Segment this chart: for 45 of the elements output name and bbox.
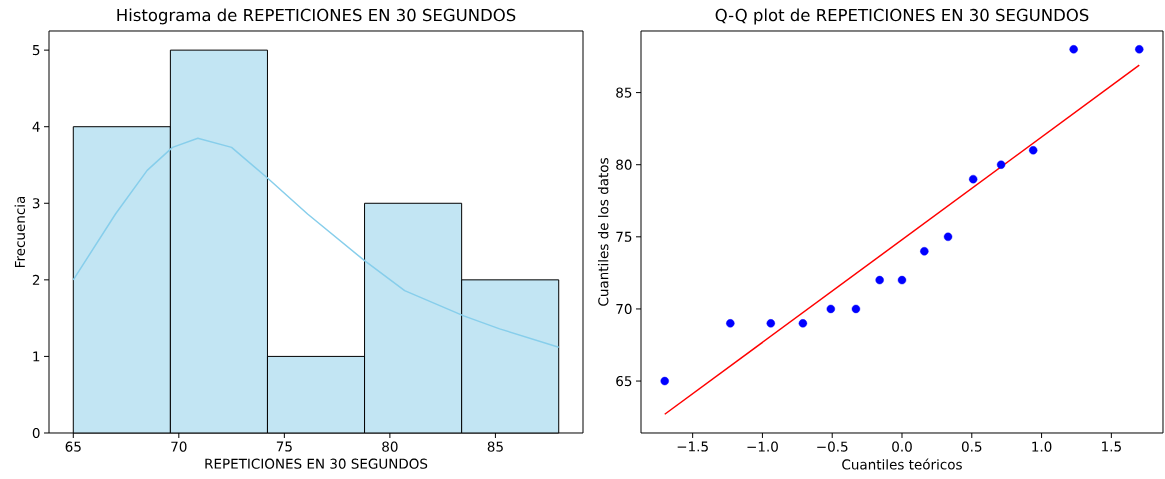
y-tick-label: 75 bbox=[616, 231, 632, 242]
y-tick-label: 5 bbox=[32, 45, 40, 56]
x-tick-label: 1.5 bbox=[1102, 441, 1121, 452]
point bbox=[826, 304, 836, 314]
point bbox=[1135, 45, 1144, 54]
y-axis-title: Cuantiles de los datos bbox=[597, 158, 609, 306]
chart-title: Q-Q plot de REPETICIONES EN 30 SEGUNDOS bbox=[715, 8, 1089, 25]
y-tick-label: 1 bbox=[33, 351, 40, 362]
point bbox=[897, 275, 907, 285]
point bbox=[766, 319, 776, 328]
x-tick-label: 0.0 bbox=[892, 441, 912, 452]
y-tick-label: 0 bbox=[32, 427, 40, 439]
x-tick-label: −1.5 bbox=[677, 441, 708, 452]
y-axis-title: Frecuencia bbox=[14, 196, 26, 267]
point bbox=[943, 232, 953, 242]
x-tick-label: 0.5 bbox=[961, 441, 982, 452]
point bbox=[1069, 45, 1078, 54]
chart-title: Histograma de REPETICIONES EN 30 SEGUNDOS bbox=[117, 8, 516, 25]
point bbox=[798, 319, 808, 328]
x-tick-label: 80 bbox=[382, 441, 398, 452]
y-tick-label: 2 bbox=[32, 274, 40, 285]
x-axis-title: REPETICIONES EN 30 SEGUNDOS bbox=[205, 458, 428, 469]
point bbox=[968, 174, 978, 184]
y-tick-label: 80 bbox=[616, 159, 632, 170]
point bbox=[875, 275, 884, 285]
y-tick-label: 85 bbox=[616, 87, 632, 98]
x-tick-label: 1.0 bbox=[1032, 441, 1052, 452]
x-axis-title: Cuantiles teóricos bbox=[842, 458, 962, 470]
point bbox=[996, 160, 1006, 169]
point bbox=[1029, 146, 1038, 155]
x-tick-label: 65 bbox=[65, 441, 81, 452]
point bbox=[851, 304, 861, 314]
y-tick-label: 65 bbox=[616, 375, 632, 387]
point bbox=[660, 376, 669, 386]
line-series bbox=[72, 137, 560, 348]
x-tick-label: −1.0 bbox=[747, 441, 778, 452]
y-tick-label: 70 bbox=[616, 303, 632, 315]
x-tick-label: 70 bbox=[171, 441, 187, 452]
x-tick-label: −0.5 bbox=[817, 441, 848, 452]
y-tick-label: 3 bbox=[32, 198, 40, 209]
point bbox=[920, 247, 929, 256]
x-tick-label: 75 bbox=[276, 441, 292, 452]
y-tick-label: 4 bbox=[32, 121, 40, 132]
x-tick-label: 85 bbox=[487, 441, 503, 452]
point bbox=[726, 319, 735, 328]
